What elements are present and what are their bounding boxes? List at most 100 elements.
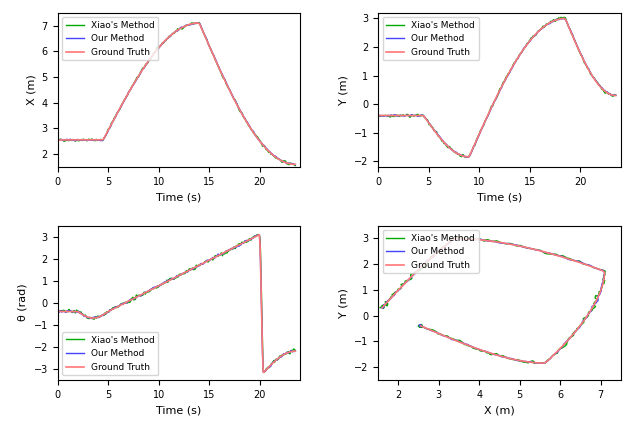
Xiao's Method [286,161,294,166]
Our Method [374,113,382,118]
Ground Truth [54,138,61,143]
Xiao's Method [380,305,388,310]
Line: Xiao's Method: Xiao's Method [58,235,295,372]
Ground Truth [195,263,203,268]
Our Method [54,308,61,314]
Xiao's Method [195,20,203,25]
Ground Truth [195,20,202,25]
Ground Truth [168,276,176,281]
Ground Truth [378,305,386,310]
Line: Ground Truth: Ground Truth [58,23,295,164]
Legend: Xiao's Method, Our Method, Ground Truth: Xiao's Method, Our Method, Ground Truth [62,332,158,375]
Our Method [287,349,294,354]
Our Method [489,102,497,107]
Ground Truth [166,277,174,282]
Ground Truth [539,360,547,365]
Ground Truth [597,288,605,293]
Line: Xiao's Method: Xiao's Method [380,238,605,363]
Xiao's Method [287,349,294,354]
Ground Truth [182,23,190,28]
Line: Our Method: Our Method [378,19,616,157]
Xiao's Method [196,21,204,26]
Legend: Xiao's Method, Our Method, Ground Truth: Xiao's Method, Our Method, Ground Truth [383,230,479,273]
Xiao's Method [598,288,605,293]
Our Method [417,324,424,329]
Our Method [291,349,299,354]
Ground Truth [489,102,497,107]
Xiao's Method [291,348,299,353]
Our Method [581,316,589,322]
Our Method [380,305,387,310]
Ground Truth [166,33,174,38]
Xiao's Method [182,268,190,273]
Our Method [488,106,495,111]
Ground Truth [374,113,382,118]
Our Method [559,16,566,21]
Xiao's Method [254,232,262,237]
Y-axis label: θ (rad): θ (rad) [18,284,28,322]
X-axis label: X (m): X (m) [484,405,515,415]
Xiao's Method [488,103,495,108]
Legend: Xiao's Method, Our Method, Ground Truth: Xiao's Method, Our Method, Ground Truth [383,17,479,60]
Our Method [182,23,190,28]
Ground Truth [560,16,568,21]
Y-axis label: X (m): X (m) [26,74,36,105]
Our Method [539,361,547,366]
Ground Truth [454,236,461,241]
Ground Truth [584,313,591,318]
Ground Truth [488,105,495,110]
Ground Truth [599,268,607,273]
Xiao's Method [182,23,190,28]
Our Method [600,268,607,273]
Our Method [457,236,465,241]
Ground Truth [464,154,472,160]
Ground Truth [417,323,424,328]
Legend: Xiao's Method, Our Method, Ground Truth: Xiao's Method, Our Method, Ground Truth [62,17,158,60]
Ground Truth [607,92,615,97]
Xiao's Method [461,154,469,160]
Our Method [168,32,176,37]
Ground Truth [196,22,204,27]
Xiao's Method [54,307,61,312]
Ground Truth [248,235,256,241]
X-axis label: Time (s): Time (s) [156,192,202,202]
Line: Xiao's Method: Xiao's Method [378,17,616,157]
Xiao's Method [612,93,620,98]
Our Method [430,254,438,259]
Ground Truth [249,129,257,134]
Our Method [291,162,299,167]
Xiao's Method [376,305,384,310]
Line: Our Method: Our Method [381,238,605,363]
Line: Ground Truth: Ground Truth [58,235,295,372]
Our Method [195,263,203,268]
Ground Truth [287,349,294,354]
Our Method [597,288,605,293]
Ground Truth [503,74,511,79]
Our Method [260,370,268,375]
Line: Xiao's Method: Xiao's Method [58,22,295,165]
Ground Truth [582,316,589,321]
Our Method [464,154,472,160]
Line: Ground Truth: Ground Truth [382,238,605,363]
Our Method [503,74,511,79]
Xiao's Method [516,51,524,57]
Xiao's Method [248,236,256,241]
Our Method [182,270,190,275]
Ground Truth [612,93,620,98]
Our Method [249,128,257,133]
Y-axis label: Y (m): Y (m) [339,288,348,318]
Our Method [286,161,294,166]
Line: Our Method: Our Method [58,235,295,373]
Our Method [584,313,591,318]
Xiao's Method [503,73,511,78]
Xiao's Method [249,129,257,134]
Our Method [168,276,176,281]
Ground Truth [379,305,387,310]
Xiao's Method [600,268,608,273]
Xiao's Method [168,32,176,37]
Our Method [54,137,61,142]
Our Method [166,34,174,39]
Line: Ground Truth: Ground Truth [378,19,616,157]
Our Method [516,52,524,57]
Ground Truth [570,36,578,41]
